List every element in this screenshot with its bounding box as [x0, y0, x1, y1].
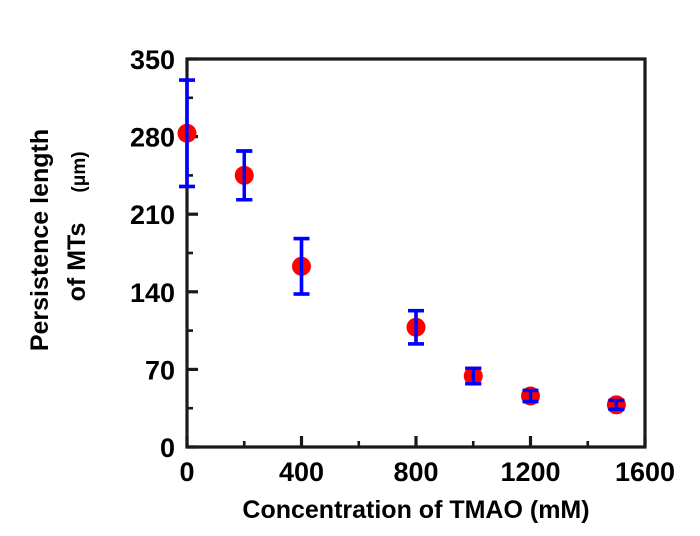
- y-axis-units: (μm): [69, 151, 90, 192]
- error-bar-overlay-1: [236, 149, 253, 202]
- error-bar-overlay-4: [465, 366, 482, 386]
- axes-border: [185, 57, 647, 449]
- y-axis-title-line2-group: of MTs (μm): [63, 151, 91, 301]
- x-tick-label-1200: 1200: [500, 457, 560, 487]
- x-axis-tick-labels: 0 400 800 1200 1600: [179, 457, 675, 487]
- x-tick-label-800: 800: [393, 457, 438, 487]
- error-bar-overlay-2: [293, 236, 310, 296]
- error-bars-group: [179, 78, 625, 412]
- x-tick-label-400: 400: [279, 457, 324, 487]
- x-axis-title: Concentration of TMAO (mM): [242, 496, 589, 524]
- x-tick-label-0: 0: [179, 457, 194, 487]
- y-tick-label-280: 280: [130, 123, 175, 153]
- x-axis-major-ticks: [185, 436, 647, 447]
- x-axis-minor-ticks: [242, 441, 590, 447]
- y-tick-label-140: 140: [130, 278, 175, 308]
- data-markers-group: [177, 78, 626, 415]
- y-tick-label-350: 350: [130, 45, 175, 75]
- y-tick-label-210: 210: [130, 200, 175, 230]
- error-bar-overlay-0: [179, 78, 195, 189]
- x-tick-label-1600: 1600: [615, 457, 675, 487]
- y-axis-title-line1: Persistence length: [26, 129, 54, 351]
- error-bar-overlay-5: [522, 388, 539, 404]
- y-tick-label-0: 0: [160, 433, 175, 463]
- error-bar-overlay-6: [608, 398, 625, 412]
- plot-frame: [185, 57, 647, 449]
- y-axis-tick-labels: 0 70 140 210 280 350: [130, 45, 175, 463]
- error-bar-overlay-3: [408, 308, 424, 346]
- y-axis-title-line2: of MTs: [63, 223, 91, 302]
- y-tick-label-70: 70: [145, 355, 175, 385]
